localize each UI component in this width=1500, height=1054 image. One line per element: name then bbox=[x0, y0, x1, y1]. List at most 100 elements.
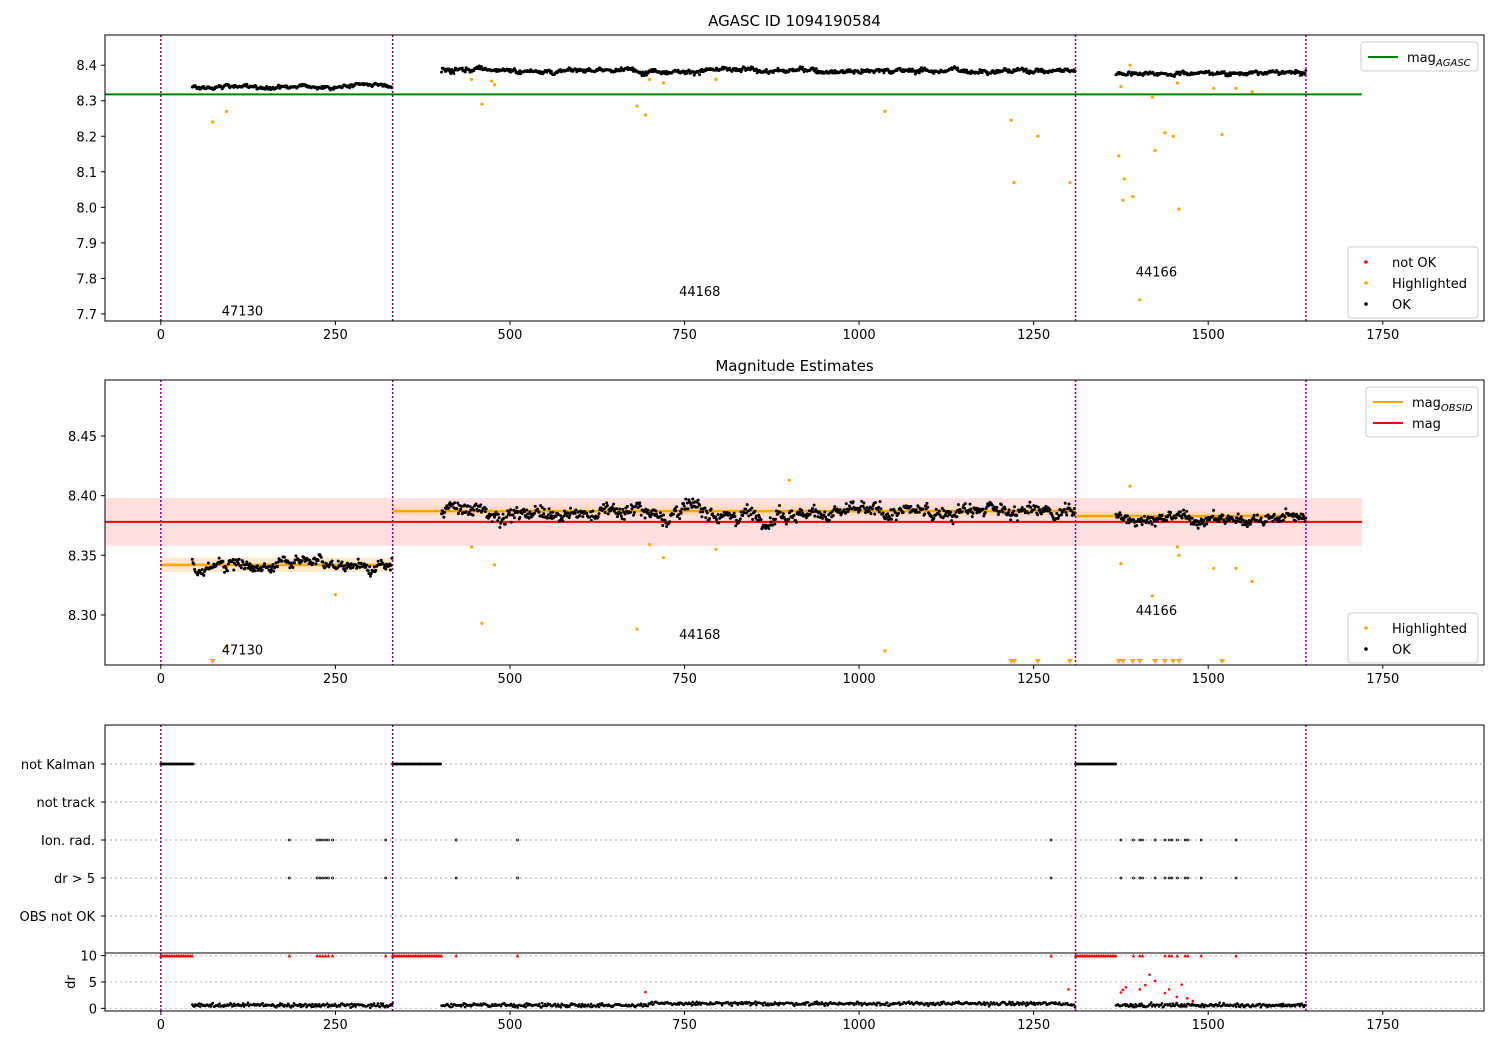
ok-point bbox=[259, 566, 263, 570]
ok-point bbox=[585, 511, 589, 515]
dr-not-ok-point bbox=[1175, 995, 1179, 999]
ok-point bbox=[797, 511, 801, 515]
ok-point bbox=[615, 507, 619, 511]
dr-ok-point bbox=[349, 1006, 352, 1009]
dr-ok-point bbox=[553, 1002, 557, 1006]
dr-ok-point bbox=[241, 1002, 245, 1005]
dr-ok-point bbox=[313, 1004, 316, 1008]
panel-agasc-magnitude: AGASC ID 1094190584 47130 44168 44166 0 250 50… bbox=[76, 12, 1485, 343]
ok-point bbox=[605, 504, 609, 508]
ok-point bbox=[1301, 514, 1305, 518]
flag-point bbox=[1138, 838, 1142, 842]
dr-ok-point bbox=[1024, 1004, 1028, 1007]
ok-point bbox=[930, 515, 934, 519]
ok-point bbox=[812, 503, 816, 507]
ok-point bbox=[1026, 511, 1030, 515]
clipped-point-marker bbox=[1034, 659, 1041, 664]
dr-capped-marker bbox=[287, 953, 292, 958]
ok-point bbox=[956, 66, 960, 70]
ok-point bbox=[1169, 510, 1173, 514]
ok-point bbox=[1248, 522, 1252, 526]
dr-ok-point bbox=[511, 1005, 515, 1008]
ok-point bbox=[622, 517, 626, 521]
flag-point bbox=[287, 838, 291, 842]
dr-ok-point bbox=[196, 1004, 200, 1008]
ok-point bbox=[292, 561, 296, 565]
ok-point bbox=[1064, 511, 1068, 515]
ok-point bbox=[321, 560, 325, 564]
ok-point bbox=[827, 518, 831, 522]
highlighted-point bbox=[1117, 154, 1121, 158]
x-tick-label: 250 bbox=[323, 328, 348, 343]
ok-point bbox=[741, 514, 745, 518]
dr-ok-point bbox=[1179, 1005, 1182, 1008]
ok-point bbox=[744, 507, 748, 511]
ok-point bbox=[842, 508, 846, 512]
ok-point bbox=[1152, 517, 1156, 521]
dr-capped-marker bbox=[1170, 953, 1174, 958]
x-tick-label: 750 bbox=[672, 328, 697, 343]
ok-point bbox=[678, 517, 682, 521]
ok-point bbox=[817, 510, 821, 514]
ok-point bbox=[446, 506, 450, 510]
dr-ok-point bbox=[599, 1003, 603, 1007]
ok-point bbox=[661, 523, 665, 527]
ok-point bbox=[671, 512, 675, 516]
dr-ok-point bbox=[375, 1004, 379, 1007]
ok-point bbox=[464, 510, 468, 514]
ok-point bbox=[589, 510, 593, 514]
dr-ok-point bbox=[812, 1002, 816, 1006]
dr-capped-marker bbox=[1049, 953, 1053, 958]
ok-point bbox=[374, 568, 378, 572]
ok-point bbox=[1272, 512, 1276, 516]
ok-point bbox=[558, 519, 562, 523]
ok-point bbox=[569, 506, 573, 510]
ok-point bbox=[527, 516, 531, 520]
dr-ok-point bbox=[462, 1001, 466, 1005]
ok-point bbox=[262, 562, 266, 566]
ok-point bbox=[636, 506, 640, 510]
ok-point bbox=[224, 566, 228, 570]
ok-point bbox=[547, 507, 551, 511]
dr-ok-point bbox=[748, 1001, 751, 1004]
highlighted-point bbox=[1012, 180, 1016, 185]
ok-point bbox=[574, 508, 578, 512]
ok-point bbox=[1011, 70, 1015, 74]
dr-ok-point bbox=[232, 1004, 235, 1008]
ok-point bbox=[512, 508, 516, 512]
ok-point bbox=[256, 564, 260, 568]
ok-point bbox=[526, 512, 530, 516]
ok-point bbox=[1185, 509, 1189, 513]
ok-point bbox=[578, 514, 582, 518]
dr-ok-point bbox=[198, 1005, 202, 1008]
ok-point bbox=[696, 498, 700, 502]
ok-point bbox=[372, 565, 376, 569]
ok-point bbox=[1245, 525, 1249, 529]
ok-point bbox=[1265, 520, 1269, 524]
highlighted-point bbox=[714, 547, 718, 551]
ok-point bbox=[1266, 513, 1270, 517]
ok-point bbox=[472, 508, 476, 512]
x-tick-label: 1250 bbox=[1017, 328, 1050, 343]
ok-point bbox=[554, 514, 558, 518]
ok-point bbox=[1056, 516, 1060, 520]
x-tick-label: 1750 bbox=[1366, 328, 1399, 343]
ok-point bbox=[221, 559, 225, 563]
dr-ok-point bbox=[378, 1005, 382, 1009]
ok-point bbox=[965, 68, 969, 72]
ok-point bbox=[837, 510, 841, 514]
ok-point bbox=[784, 522, 788, 526]
ok-point bbox=[511, 513, 515, 517]
ok-point bbox=[1198, 523, 1202, 527]
ok-point bbox=[1048, 507, 1052, 511]
flag-point bbox=[438, 762, 441, 766]
ok-point bbox=[548, 516, 552, 520]
ok-point bbox=[1001, 510, 1005, 514]
ok-point bbox=[974, 506, 978, 510]
dr-capped-marker bbox=[1131, 953, 1136, 958]
dr-ok-point bbox=[1133, 1005, 1136, 1009]
ok-point bbox=[861, 504, 865, 508]
dr-ok-point bbox=[1129, 1002, 1132, 1006]
highlighted-point bbox=[1128, 63, 1132, 67]
ok-point bbox=[1284, 507, 1288, 511]
